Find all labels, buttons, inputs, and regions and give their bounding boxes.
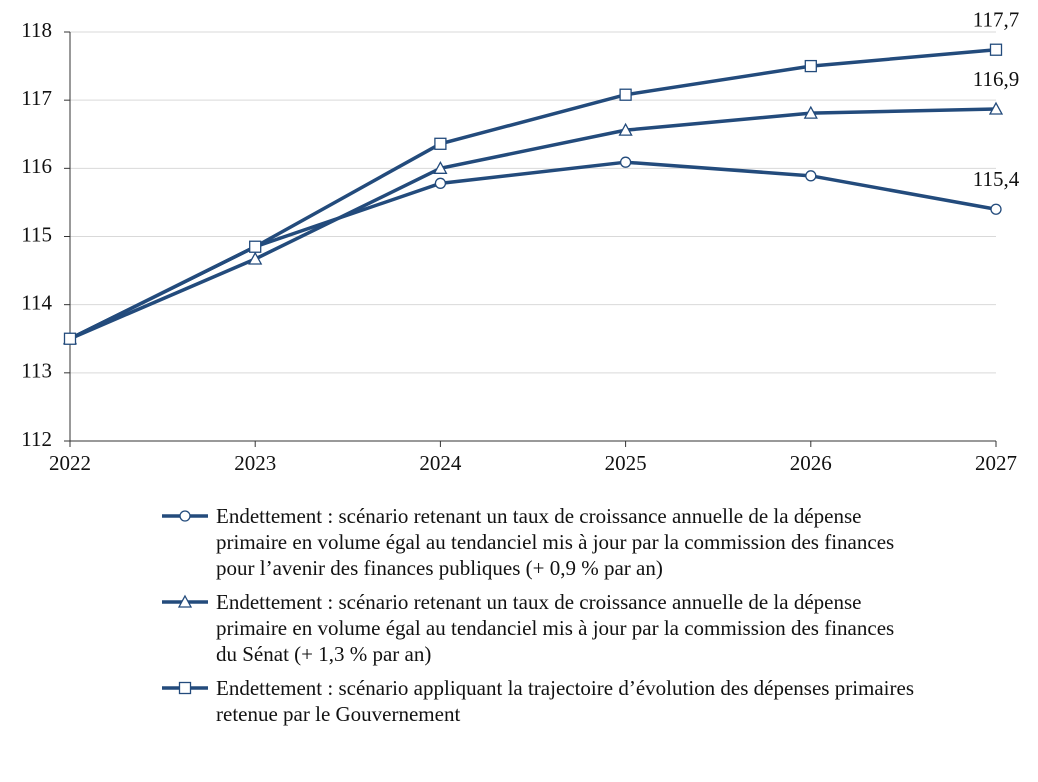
marker xyxy=(805,170,817,182)
legend: Endettement : scénario retenant un taux … xyxy=(160,503,920,735)
value-label: 116,9 xyxy=(973,67,1019,91)
y-tick-label: 116 xyxy=(21,154,52,178)
marker xyxy=(989,43,1003,56)
legend-swatch xyxy=(162,594,208,608)
x-tick-label: 2027 xyxy=(975,451,1017,475)
marker xyxy=(249,240,262,253)
marker xyxy=(434,137,447,150)
marker xyxy=(248,251,263,265)
line xyxy=(69,160,997,341)
x-tick-label: 2025 xyxy=(605,451,647,475)
marker xyxy=(618,122,633,136)
legend-label: Endettement : scénario retenant un taux … xyxy=(216,504,895,580)
legend-item: Endettement : scénario retenant un taux … xyxy=(160,503,920,581)
legend-label: Endettement : scénario appliquant la tra… xyxy=(216,676,915,726)
y-tick-label: 114 xyxy=(21,290,52,314)
y-tick-label: 115 xyxy=(21,222,52,246)
line xyxy=(69,47,997,341)
x-tick-label: 2026 xyxy=(790,451,832,475)
marker xyxy=(179,510,191,522)
y-tick-label: 117 xyxy=(21,86,52,110)
x-tick-label: 2023 xyxy=(234,451,276,475)
line xyxy=(69,107,997,341)
marker xyxy=(619,156,632,168)
y-tick-label: 112 xyxy=(21,427,52,451)
value-label: 117,7 xyxy=(973,8,1019,32)
marker xyxy=(178,681,192,695)
marker xyxy=(434,177,447,189)
marker xyxy=(177,594,193,608)
marker xyxy=(804,59,817,73)
y-tick-label: 118 xyxy=(21,18,52,42)
marker xyxy=(63,332,77,345)
marker xyxy=(803,105,818,119)
x-tick-label: 2024 xyxy=(419,451,462,475)
marker xyxy=(988,101,1004,115)
marker xyxy=(433,160,448,174)
x-tick-label: 2022 xyxy=(49,451,91,475)
marker xyxy=(990,203,1002,215)
legend-swatch xyxy=(162,510,208,522)
chart: 112 113 114 115 116 117 118 2022 2023 2024 2025 202… xyxy=(21,8,1020,475)
legend-label: Endettement : scénario retenant un taux … xyxy=(216,590,895,666)
legend-item: Endettement : scénario appliquant la tra… xyxy=(160,675,920,727)
y-tick-label: 113 xyxy=(21,359,52,383)
value-label: 115,4 xyxy=(973,167,1020,191)
marker xyxy=(619,88,632,101)
legend-swatch xyxy=(162,681,208,695)
legend-item: Endettement : scénario retenant un taux … xyxy=(160,589,920,667)
